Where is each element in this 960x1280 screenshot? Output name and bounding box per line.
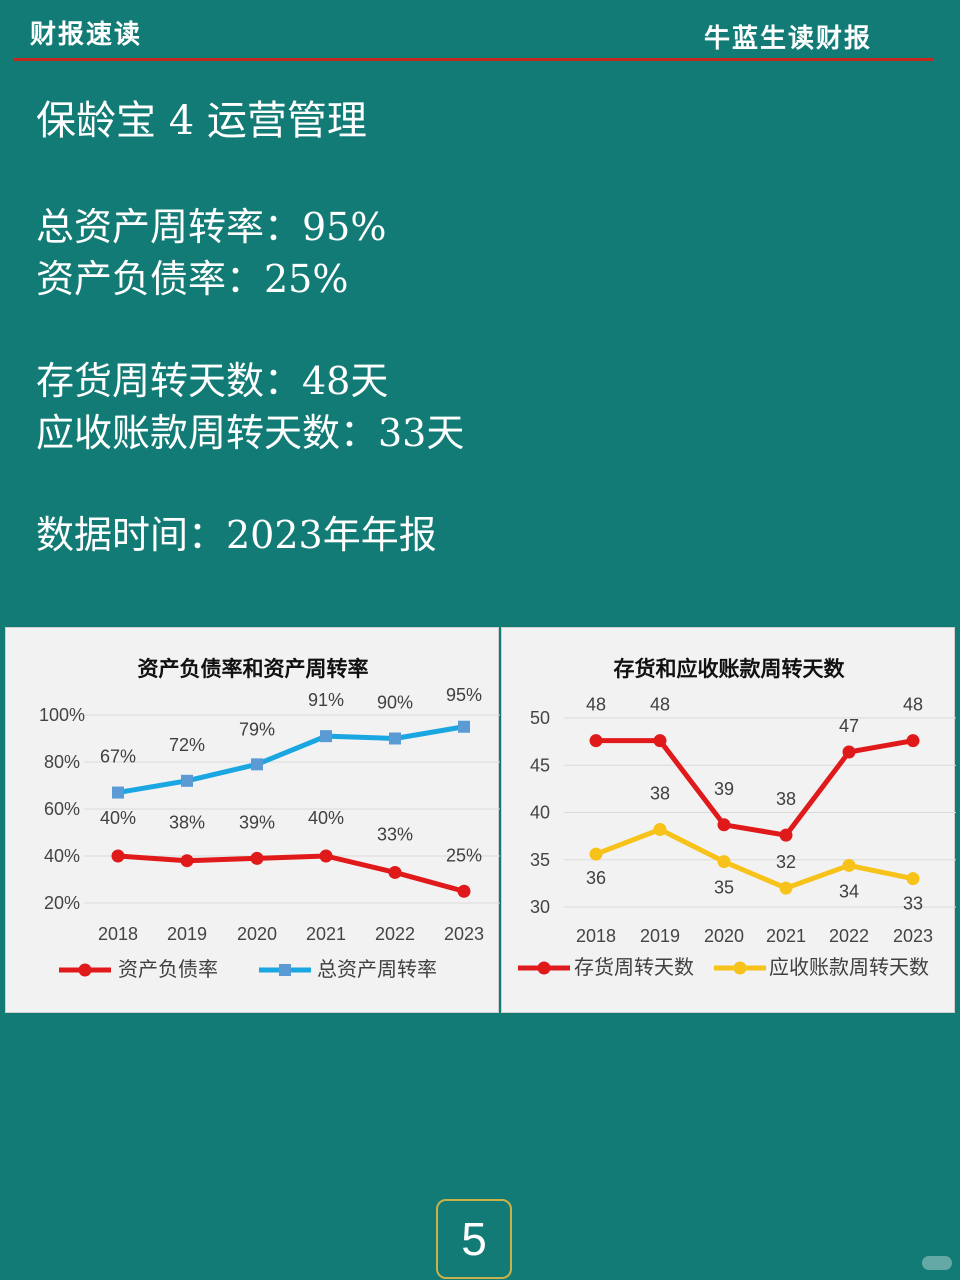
data-label: 40% [308,808,344,828]
data-label: 47 [839,716,859,736]
series-line-1 [115,724,467,796]
data-label: 36 [586,868,606,888]
data-point [906,872,920,886]
metric-asset-turnover: 总资产周转率：95% [36,205,387,249]
data-point [906,734,920,748]
y-tick-label: 40% [44,846,80,866]
legend-label: 资产负债率 [118,957,218,981]
data-point [320,730,332,743]
data-label: 79% [239,719,275,739]
x-tick-label: 2020 [237,924,277,944]
data-point [653,823,667,837]
data-label: 67% [100,747,136,767]
data-point [589,847,603,861]
legend-marker [279,964,291,976]
data-label: 32 [776,852,796,872]
data-label: 48 [650,695,670,715]
legend-marker [733,961,747,975]
legend-marker [537,961,551,975]
chart-panel-left: 资产负债率和资产周转率 100% 80% 60% 40% 20% 2018 2019 2020 2… [5,627,500,1013]
data-label: 38% [169,813,205,833]
data-point [250,851,264,865]
data-label: 40% [100,808,136,828]
metric-receivable-days: 应收账款周转天数：33天 [36,411,465,455]
page-title: 保龄宝 4 运营管理 [36,98,367,144]
data-point [779,828,793,842]
legend-label: 存货周转天数 [574,955,694,979]
data-label: 33 [903,894,923,914]
header-divider [14,58,934,61]
legend-marker [78,963,92,977]
legend-label: 应收账款周转天数 [769,955,929,979]
data-point [779,881,793,895]
header-left-title: 财报速读 [30,20,143,50]
y-tick-label: 40 [530,803,550,823]
data-point [842,745,856,759]
data-point [180,854,194,868]
data-label: 72% [169,735,205,755]
header-right-title: 牛蓝生读财报 [703,24,872,54]
x-tick-label: 2022 [375,924,415,944]
data-point [112,786,124,799]
chart-title: 资产负债率和资产周转率 [138,656,369,681]
metric-debt-ratio: 资产负债率：25% [36,257,349,301]
data-label: 90% [377,693,413,713]
y-tick-label: 20% [44,893,80,913]
series-line-0 [593,738,916,838]
y-tick-label: 80% [44,752,80,772]
data-point [653,734,667,748]
data-point [111,849,125,863]
x-tick-label: 2021 [306,924,346,944]
chart-turnover-days: 存货和应收账款周转天数 50 45 40 35 30 2018 2019 2020 2021 202… [518,656,956,979]
data-point [251,758,263,771]
metric-data-time: 数据时间：2023年年报 [36,513,437,557]
y-tick-label: 100% [39,705,85,725]
data-point [457,884,471,898]
data-label: 38 [650,784,670,804]
data-label: 39 [714,779,734,799]
page-number: 5 [436,1199,512,1279]
x-tick-label: 2021 [766,926,806,946]
x-tick-label: 2020 [704,926,744,946]
y-tick-label: 45 [530,755,550,775]
data-label: 91% [308,690,344,710]
data-label: 33% [377,824,413,844]
y-tick-label: 35 [530,850,550,870]
chart-panel-right: 存货和应收账款周转天数 50 45 40 35 30 2018 2019 2020 2021 202… [501,627,956,1013]
data-label: 35 [714,878,734,898]
chart-title: 存货和应收账款周转天数 [614,656,846,681]
data-point [181,774,193,787]
data-point [717,855,731,869]
x-tick-label: 2023 [444,924,484,944]
series-line-1 [593,827,916,891]
data-point [458,720,470,733]
chart-debt-and-turnover: 资产负债率和资产周转率 100% 80% 60% 40% 20% 2018 2019 2020 2… [39,656,500,981]
data-label: 25% [446,845,482,865]
x-tick-label: 2018 [98,924,138,944]
data-label: 38 [776,789,796,809]
data-label: 95% [446,685,482,705]
y-tick-label: 60% [44,799,80,819]
data-point [589,734,603,748]
x-tick-label: 2019 [167,924,207,944]
legend-label: 总资产周转率 [317,957,437,981]
y-tick-label: 30 [530,897,550,917]
x-tick-label: 2018 [576,926,616,946]
x-tick-label: 2023 [893,926,933,946]
data-label: 48 [903,695,923,715]
series-line-0 [115,853,467,894]
metric-inventory-days: 存货周转天数：48天 [36,359,389,403]
data-label: 34 [839,881,859,901]
data-label: 39% [239,812,275,832]
x-tick-label: 2019 [640,926,680,946]
data-point [717,818,731,832]
data-point [389,732,401,745]
data-point [319,849,333,863]
data-point [388,865,402,879]
data-point [842,858,856,872]
watermark-logo [922,1256,952,1270]
x-tick-label: 2022 [829,926,869,946]
data-label: 48 [586,695,606,715]
y-tick-label: 50 [530,708,550,728]
